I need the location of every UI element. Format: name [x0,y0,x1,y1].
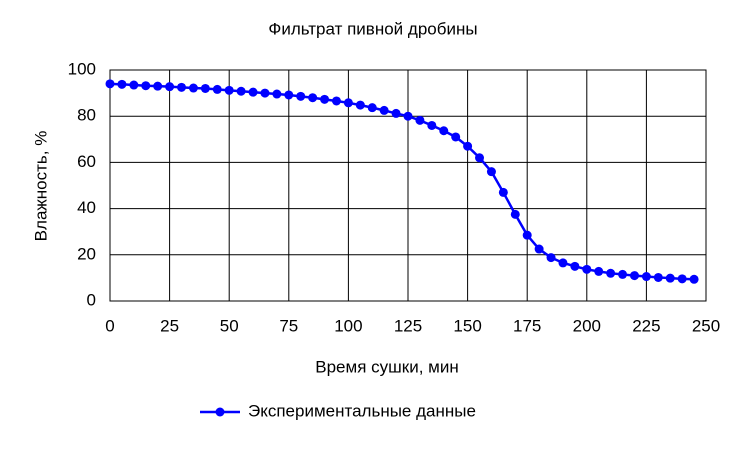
data-point [427,120,437,130]
y-tick-label: 100 [68,59,96,78]
data-point [260,88,270,98]
legend-marker [215,407,225,417]
data-point [320,94,330,104]
data-point [439,126,449,136]
data-point [594,266,604,276]
data-point [570,261,580,271]
x-tick-label: 200 [573,316,601,335]
data-point [689,274,699,284]
data-point [236,86,246,96]
data-point [415,115,425,125]
x-tick-label: 175 [513,316,541,335]
data-point [248,87,258,97]
data-point [522,230,532,240]
data-point [165,82,175,92]
data-point [343,98,353,108]
y-tick-label: 0 [87,290,96,309]
data-point [212,84,222,94]
data-point [403,111,413,121]
data-point [475,153,485,163]
x-tick-label: 75 [279,316,298,335]
series-line [109,82,695,281]
data-point [331,96,341,106]
data-point [629,271,639,281]
data-point [653,272,663,282]
y-tick-label: 40 [77,198,96,217]
y-tick-label: 80 [77,106,96,125]
legend-label: Экспериментальные данные [248,401,476,420]
data-point [379,105,389,115]
plot-border [109,69,707,302]
data-point [486,167,496,177]
x-tick-label: 125 [394,316,422,335]
data-point [546,253,556,263]
data-point [177,82,187,92]
y-tick-label: 20 [77,244,96,263]
x-axis-label: Время сушки, мин [315,357,458,376]
data-point [534,244,544,254]
data-point [367,103,377,113]
data-point [510,209,520,219]
x-tick-label: 25 [160,316,179,335]
data-point [665,273,675,283]
x-tick-label: 225 [632,316,660,335]
y-tick-label: 60 [77,152,96,171]
chart-title: Фильтрат пивной дробины [268,19,477,38]
data-point [105,79,115,89]
x-tick-label: 150 [453,316,481,335]
data-point [641,272,651,282]
data-point [188,83,198,93]
data-point [463,141,473,151]
data-point [308,93,318,103]
data-point [618,269,628,279]
x-tick-label: 100 [334,316,362,335]
data-point [558,258,568,268]
data-point [677,274,687,284]
x-tick-label: 0 [105,316,114,335]
data-point [141,81,151,91]
data-point [200,83,210,93]
data-point [153,81,163,91]
data-point [296,91,306,101]
data-point [355,100,365,110]
data-point [391,108,401,118]
y-axis-label: Влажность, % [31,131,50,242]
x-tick-label: 250 [692,316,720,335]
data-point [498,187,508,197]
x-tick-label: 50 [220,316,239,335]
data-point [272,89,282,99]
data-point [451,132,461,142]
data-point [224,85,234,95]
data-point [284,90,294,100]
data-point [606,268,616,278]
data-point [129,80,139,90]
data-point [582,264,592,274]
data-point [117,79,127,89]
